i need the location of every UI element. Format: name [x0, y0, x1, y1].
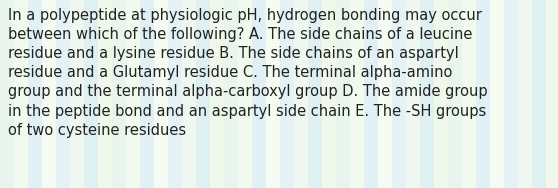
Bar — [252, 0, 266, 188]
Bar — [70, 0, 84, 188]
Bar — [168, 0, 182, 188]
Bar — [28, 0, 42, 188]
Bar — [56, 0, 70, 188]
Bar — [182, 0, 196, 188]
Bar — [266, 0, 280, 188]
Bar — [546, 0, 558, 188]
Bar — [336, 0, 350, 188]
Bar — [154, 0, 168, 188]
Bar — [462, 0, 476, 188]
Bar — [322, 0, 336, 188]
Bar — [364, 0, 378, 188]
Bar — [224, 0, 238, 188]
Bar — [210, 0, 224, 188]
Bar — [308, 0, 322, 188]
Bar — [518, 0, 532, 188]
Bar — [378, 0, 392, 188]
Bar — [434, 0, 448, 188]
Bar — [476, 0, 490, 188]
Bar — [406, 0, 420, 188]
Bar — [14, 0, 28, 188]
Bar — [196, 0, 210, 188]
Bar — [490, 0, 504, 188]
Bar — [350, 0, 364, 188]
Bar — [532, 0, 546, 188]
Bar — [98, 0, 112, 188]
Bar — [392, 0, 406, 188]
Bar — [112, 0, 126, 188]
Bar — [280, 0, 294, 188]
Bar — [294, 0, 308, 188]
Bar — [84, 0, 98, 188]
Bar — [504, 0, 518, 188]
Bar — [0, 0, 14, 188]
Bar — [140, 0, 154, 188]
Bar — [42, 0, 56, 188]
Bar — [238, 0, 252, 188]
Bar — [126, 0, 140, 188]
Bar — [420, 0, 434, 188]
Bar — [448, 0, 462, 188]
Text: In a polypeptide at physiologic pH, hydrogen bonding may occur
between which of : In a polypeptide at physiologic pH, hydr… — [8, 8, 488, 138]
